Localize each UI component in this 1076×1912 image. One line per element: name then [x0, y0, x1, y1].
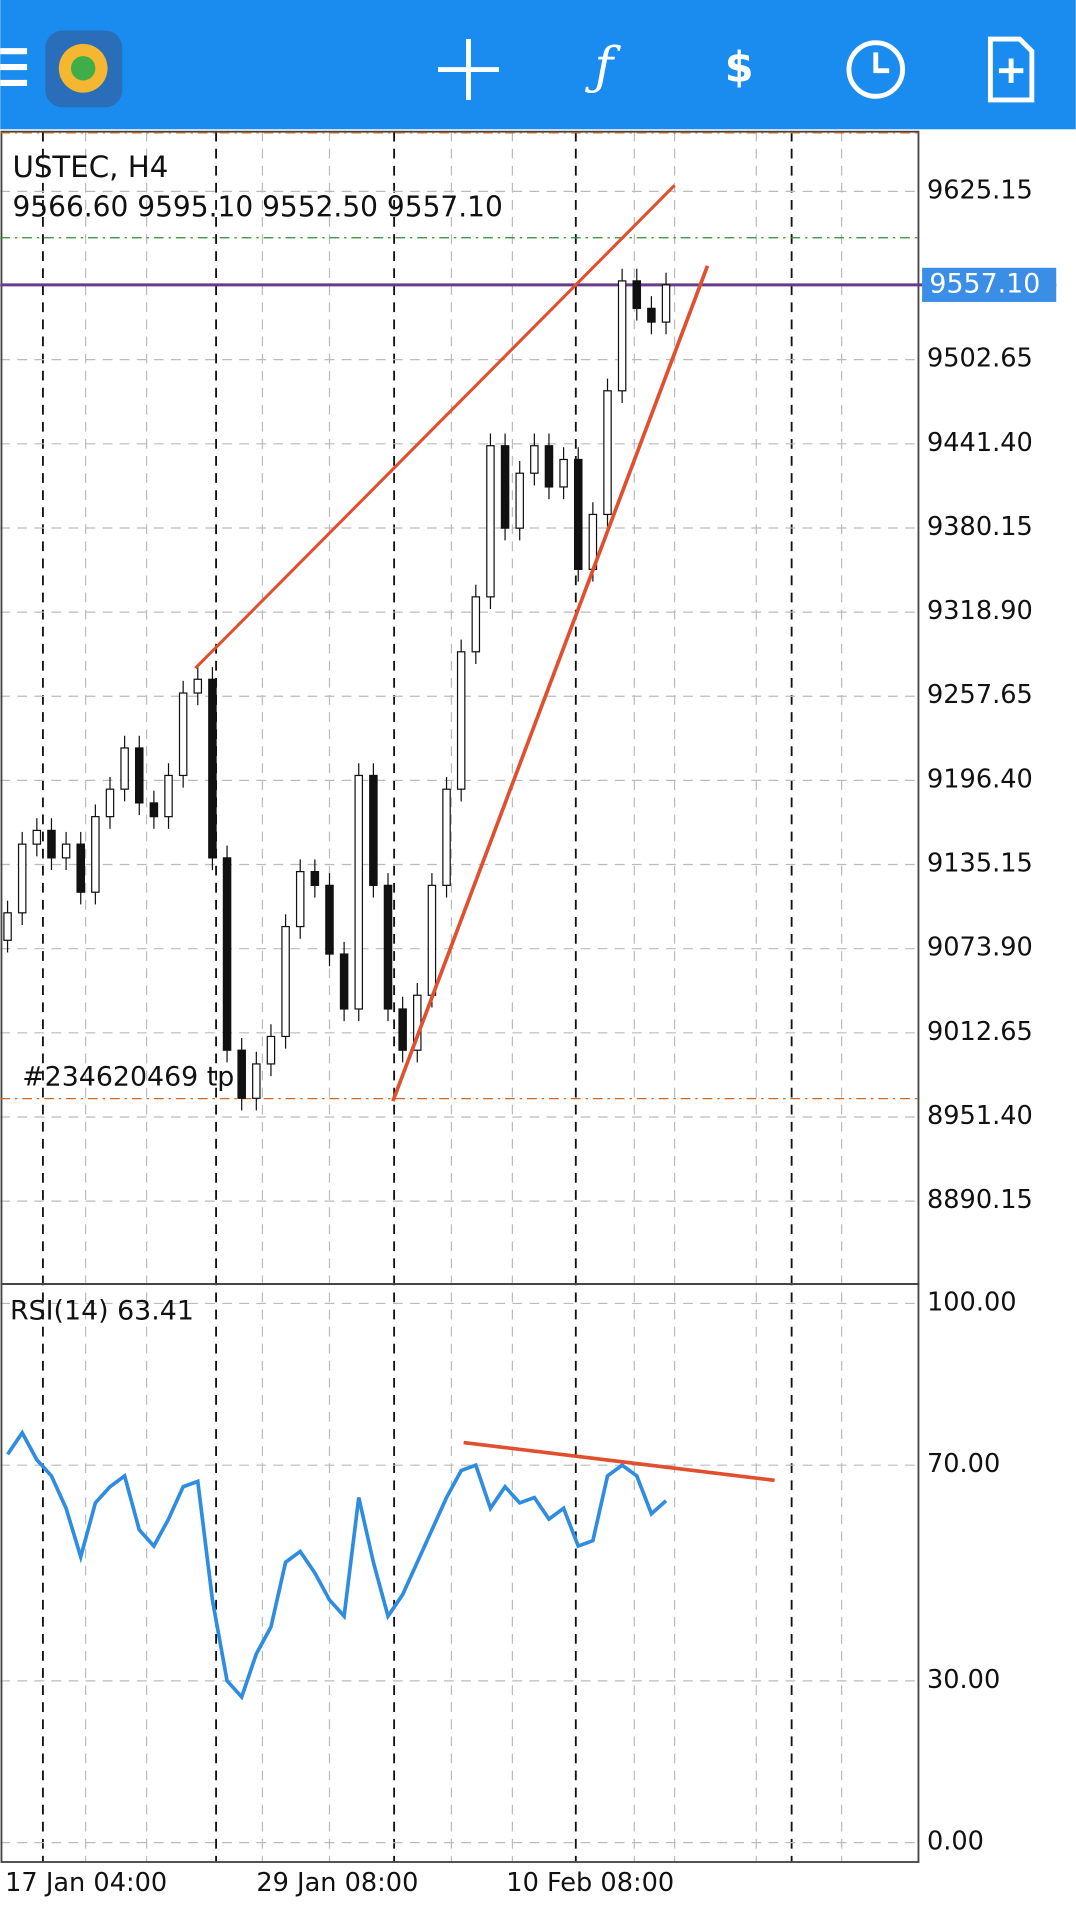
candle-body: [647, 307, 656, 323]
candle-body: [91, 816, 100, 893]
rsi-trend-line[interactable]: [463, 1440, 775, 1483]
candle-body: [120, 747, 129, 790]
y-tick-label: 9502.65: [927, 344, 1033, 374]
app-logo-core: [70, 56, 96, 81]
candle-body: [617, 280, 627, 392]
candle-body: [193, 678, 203, 694]
symbol-label: USTEC, H4: [12, 150, 168, 184]
candle-body: [603, 390, 612, 516]
y-tick-label: 9012.65: [927, 1017, 1033, 1047]
y-tick-label: 9135.15: [927, 849, 1033, 879]
candle-body: [354, 774, 364, 1010]
candle-body: [164, 774, 173, 818]
x-tick-label: 17 Jan 04:00: [5, 1868, 167, 1898]
candle-body: [339, 953, 349, 1010]
candle-body: [632, 280, 642, 309]
trend-line[interactable]: [391, 265, 710, 1102]
trend-line[interactable]: [194, 184, 676, 670]
candle-body: [134, 747, 144, 804]
rsi-line: [6, 1429, 668, 1701]
axes: 9625.15 9502.65 9441.40 9380.15 9318.90 9257.…: [5, 175, 1057, 1898]
grid: [0, 131, 919, 1863]
candle-body: [442, 788, 451, 886]
candle-body: [105, 788, 115, 818]
trade-icon[interactable]: $: [725, 44, 754, 92]
current-price-label: 9557.10: [929, 268, 1040, 299]
marks: [0, 268, 1057, 1701]
candle-body: [61, 843, 71, 859]
candle-body: [427, 884, 437, 996]
candle-body: [530, 445, 539, 474]
x-tick-label: 29 Jan 08:00: [256, 1868, 418, 1898]
candle-body: [325, 884, 334, 955]
candle-body: [398, 1008, 407, 1051]
candle-body: [149, 802, 159, 818]
candle-body: [178, 692, 188, 777]
y-tick-label: 8890.15: [927, 1185, 1033, 1215]
candle-body: [573, 458, 583, 570]
candle-body: [486, 445, 495, 598]
y-tick-label: 30.00: [927, 1665, 1000, 1695]
y-tick-label: 9441.40: [927, 428, 1033, 458]
candle-body: [383, 884, 393, 1010]
new-order-icon[interactable]: [987, 36, 1035, 103]
candle-body: [471, 596, 481, 653]
new-order-plus: [998, 58, 1024, 83]
candle-body: [17, 843, 27, 914]
clock-hands: [873, 52, 890, 74]
candle-body: [559, 458, 568, 488]
y-tick-label: 9380.15: [927, 512, 1033, 542]
candle-body: [32, 829, 42, 845]
candle-body: [500, 445, 510, 529]
candle-body: [252, 1063, 261, 1099]
candle-body: [237, 1049, 246, 1099]
candle-body: [222, 857, 232, 1051]
y-tick-label: 9318.90: [927, 596, 1033, 626]
clock-icon[interactable]: [846, 40, 906, 99]
candle-body: [47, 829, 56, 859]
candle-body: [456, 651, 466, 790]
candle-body: [515, 472, 524, 529]
candle-body: [310, 870, 320, 886]
y-tick-label: 100.00: [927, 1287, 1017, 1317]
y-tick-label: 9196.40: [927, 764, 1033, 794]
y-tick-label: 9073.90: [927, 933, 1033, 963]
candle-body: [208, 678, 217, 859]
candle-body: [266, 1035, 276, 1065]
current-price-badge: [922, 267, 1057, 302]
ohlc-label: 9566.60 9595.10 9552.50 9557.10: [12, 191, 502, 224]
rsi-panel-frame: [0, 1283, 920, 1863]
candle-body: [369, 774, 378, 886]
y-tick-label: 8951.40: [927, 1101, 1033, 1131]
rsi-label: RSI(14) 63.41: [10, 1296, 194, 1327]
candle-body: [544, 445, 554, 488]
y-tick-label: 9625.15: [927, 175, 1033, 205]
order-label: #234620469 tp: [22, 1061, 234, 1092]
candle-body: [661, 284, 671, 323]
menu-icon[interactable]: [0, 48, 28, 86]
y-tick-label: 0.00: [927, 1827, 984, 1857]
x-tick-label: 10 Feb 08:00: [506, 1868, 674, 1898]
y-tick-label: 70.00: [927, 1449, 1000, 1479]
candle-body: [76, 843, 85, 893]
crosshair-icon[interactable]: [438, 39, 499, 100]
toolbar: [0, 0, 1076, 130]
candle-body: [281, 925, 290, 1038]
candle-body: [295, 870, 305, 928]
candle-body: [3, 912, 12, 941]
y-tick-label: 9257.65: [927, 680, 1033, 710]
